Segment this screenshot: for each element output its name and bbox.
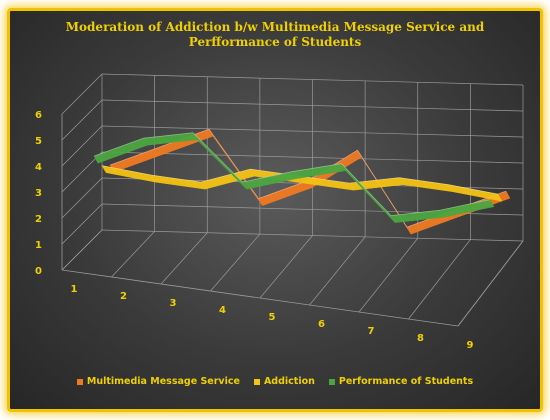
floor-gridline <box>111 231 155 278</box>
legend-swatch <box>76 378 83 385</box>
y-tick-label: 0 <box>35 266 42 277</box>
floor-gridline <box>408 239 471 320</box>
chart-title: Moderation of Addiction b/w Multimedia M… <box>65 20 485 49</box>
series-highlight-2 <box>448 184 499 195</box>
x-tick-label: 8 <box>417 333 424 344</box>
legend-label: Multimedia Message Service <box>86 376 240 387</box>
series-highlight-3 <box>242 171 293 183</box>
y-tick-label: 5 <box>35 136 42 147</box>
floor-gridline <box>309 236 366 306</box>
series-highlight-2 <box>299 175 350 184</box>
legend-label: Addiction <box>263 376 315 387</box>
legend-item: Performance of Students <box>328 376 474 387</box>
side-wall-gridline <box>61 73 103 115</box>
series-segment-2 <box>448 184 503 202</box>
chart-legend: Multimedia Message Service Addiction Perfo… <box>0 376 550 387</box>
x-tick-label: 2 <box>120 291 127 302</box>
series-highlight-2 <box>398 177 449 186</box>
series-highlight-3 <box>341 163 392 216</box>
side-wall-gridline <box>61 203 103 245</box>
series-segment-2 <box>101 165 156 183</box>
floor-gridline <box>259 235 313 299</box>
y-tick-label: 6 <box>35 110 42 121</box>
x-tick-label: 5 <box>269 312 276 323</box>
legend-label: Performance of Students <box>338 376 474 387</box>
x-tick-label: 7 <box>368 326 375 337</box>
series-segment-2 <box>398 177 453 192</box>
series-highlight-1 <box>109 146 160 166</box>
x-tick-label: 9 <box>467 340 474 351</box>
series-highlight-2 <box>200 168 251 183</box>
floor-front-edge <box>61 269 459 327</box>
series-highlight-3 <box>291 163 342 173</box>
series-segment-3 <box>440 199 495 218</box>
series-highlight-3 <box>390 209 441 217</box>
x-tick-label: 4 <box>219 305 226 316</box>
chart-labels: 0 1 2 3 4 5 6 1 2 3 4 5 6 7 8 9 <box>35 110 473 351</box>
x-tick-label: 6 <box>318 319 325 330</box>
floor-gridline <box>61 229 103 271</box>
series-highlight-3 <box>440 199 491 211</box>
series-highlight-3 <box>93 137 144 157</box>
side-wall-gridline <box>61 125 103 167</box>
series-segment-2 <box>151 174 206 190</box>
series-highlight-2 <box>101 165 152 176</box>
floor-right-edge <box>457 240 524 327</box>
chart-grid <box>61 73 524 327</box>
x-tick-label: 1 <box>71 284 78 295</box>
floor-gridline <box>160 232 208 285</box>
series-highlight-3 <box>143 132 194 139</box>
legend-item: Multimedia Message Service <box>76 376 240 387</box>
legend-swatch <box>253 378 260 385</box>
series-highlight-2 <box>151 174 202 183</box>
chart-series <box>93 128 511 235</box>
side-wall-gridline <box>61 99 103 141</box>
y-tick-label: 1 <box>35 240 42 251</box>
series-highlight-1 <box>258 180 309 199</box>
series-highlight-3 <box>192 132 243 183</box>
y-tick-label: 3 <box>35 188 42 199</box>
legend-item: Addiction <box>253 376 315 387</box>
floor-gridline <box>210 233 261 292</box>
series-highlight-1 <box>357 149 408 228</box>
floor-gridline <box>358 238 419 313</box>
legend-swatch <box>328 378 335 385</box>
side-wall-gridline <box>61 177 103 219</box>
x-tick-label: 3 <box>170 298 177 309</box>
y-tick-label: 4 <box>35 162 42 173</box>
y-tick-label: 2 <box>35 214 42 225</box>
